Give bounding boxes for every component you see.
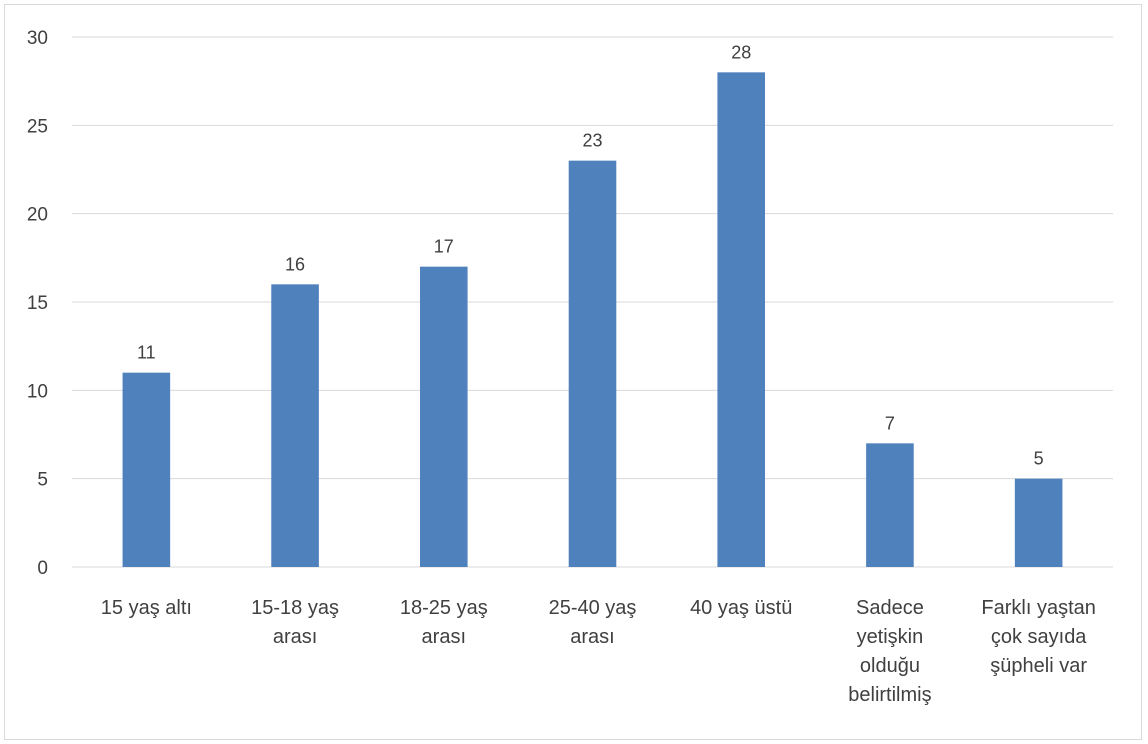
data-label: 5 bbox=[1034, 449, 1044, 469]
x-category-label: Sadece yetişkin olduğu belirtilmiş bbox=[848, 597, 931, 706]
y-tick-label: 10 bbox=[27, 381, 48, 402]
y-tick-label: 5 bbox=[37, 470, 48, 491]
data-label: 11 bbox=[137, 343, 156, 363]
y-tick-label: 30 bbox=[27, 28, 48, 49]
bar bbox=[1014, 478, 1063, 567]
y-tick-label: 20 bbox=[27, 205, 48, 226]
x-category-label: 40 yaş üstü bbox=[690, 597, 792, 619]
y-axis-tick-labels: 0 5 10 15 20 25 30 bbox=[27, 28, 48, 579]
bars bbox=[122, 72, 1063, 567]
bar bbox=[271, 284, 319, 567]
x-category-label: 15 yaş altı bbox=[101, 597, 192, 619]
x-category-label: Farklı yaştan çok sayıda şüpheli var bbox=[981, 597, 1095, 677]
x-category-label: 15-18 yaş arası bbox=[251, 597, 339, 648]
data-label: 7 bbox=[885, 413, 895, 433]
bar bbox=[419, 266, 468, 567]
y-tick-label: 15 bbox=[27, 293, 48, 314]
bar bbox=[568, 160, 617, 567]
bar bbox=[717, 72, 766, 567]
data-label: 16 bbox=[285, 254, 305, 274]
data-label: 23 bbox=[582, 131, 602, 151]
data-label: 28 bbox=[731, 42, 751, 62]
bar bbox=[122, 372, 171, 567]
data-labels: 11 16 17 23 28 7 5 bbox=[137, 42, 1044, 468]
bar bbox=[866, 443, 914, 567]
data-label: 17 bbox=[434, 237, 454, 257]
x-category-label: 25-40 yaş arası bbox=[549, 597, 637, 648]
y-tick-label: 25 bbox=[27, 116, 48, 137]
y-tick-label: 0 bbox=[37, 558, 48, 579]
x-category-label: 18-25 yaş arası bbox=[400, 597, 488, 648]
x-axis-category-labels: 15 yaş altı 15-18 yaş arası 18-25 yaş arası 2… bbox=[101, 597, 1096, 706]
